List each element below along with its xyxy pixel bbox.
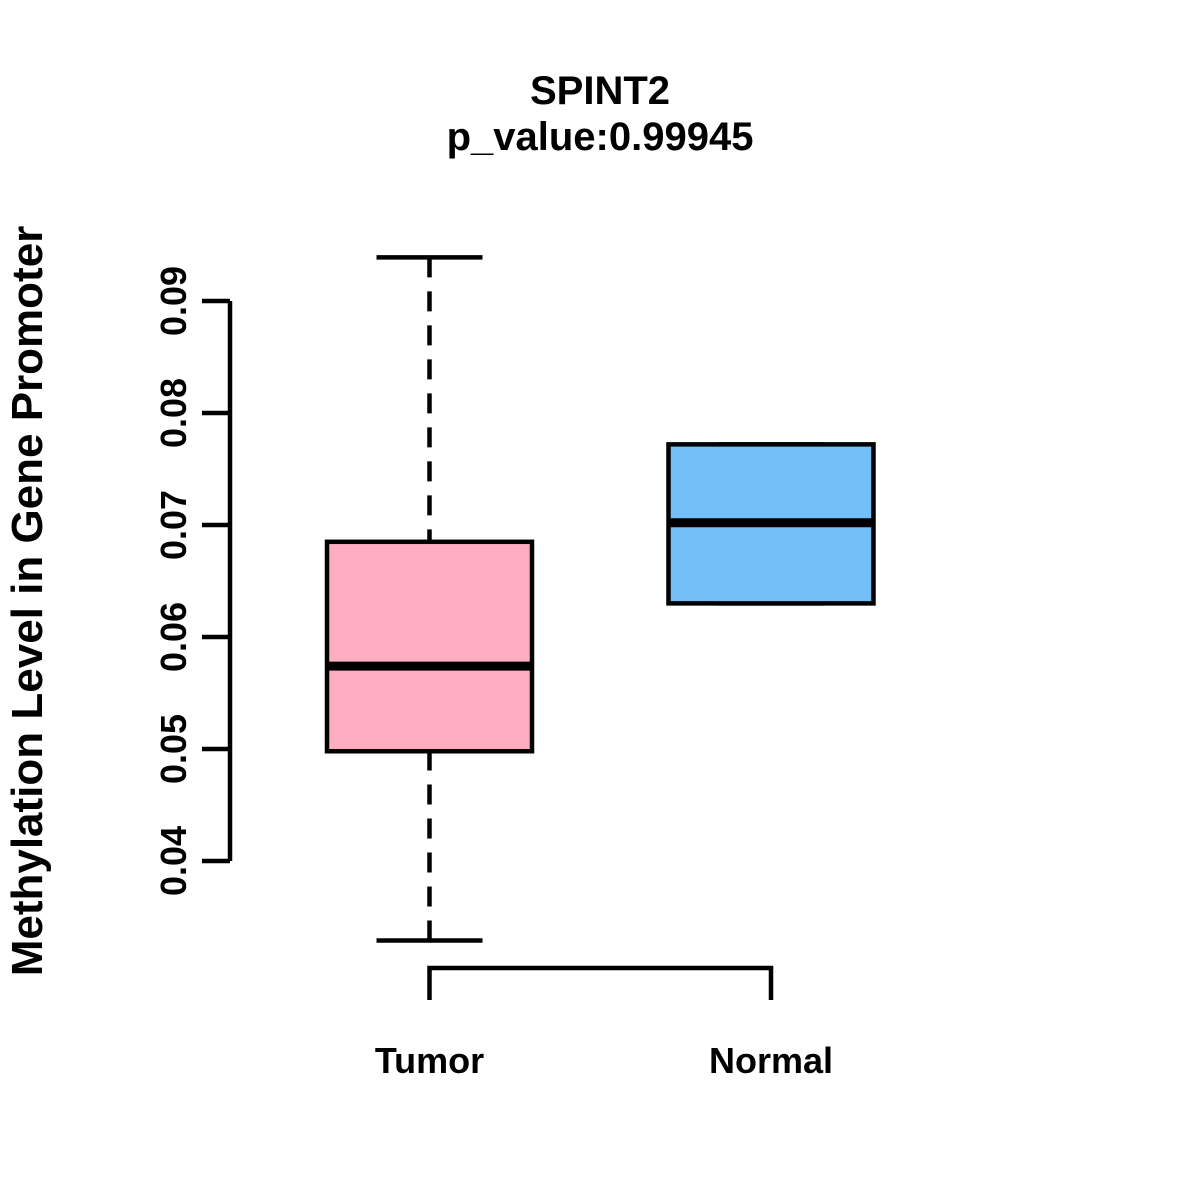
y-axis: 0.04 0.05 0.06 0.07 0.08 0.09	[153, 266, 233, 896]
chart-subtitle: p_value:0.99945	[447, 115, 754, 159]
box-tumor	[324, 539, 535, 754]
boxplots	[324, 255, 876, 943]
y-axis-tick-label: 0.04	[153, 826, 194, 896]
x-axis-line	[427, 965, 774, 1000]
y-axis-tick-label: 0.05	[153, 714, 194, 784]
y-axis-tick-label: 0.07	[153, 490, 194, 560]
y-axis-label: Methylation Level in Gene Promoter	[3, 226, 52, 977]
y-axis-tick-label: 0.09	[153, 266, 194, 336]
x-axis: Tumor Normal	[375, 965, 833, 1081]
y-axis-tick-label: 0.08	[153, 378, 194, 448]
x-axis-label-tumor: Tumor	[375, 1040, 484, 1081]
y-axis-tick-label: 0.06	[153, 602, 194, 672]
chart-title: SPINT2	[530, 69, 670, 113]
x-axis-label-normal: Normal	[709, 1040, 833, 1081]
